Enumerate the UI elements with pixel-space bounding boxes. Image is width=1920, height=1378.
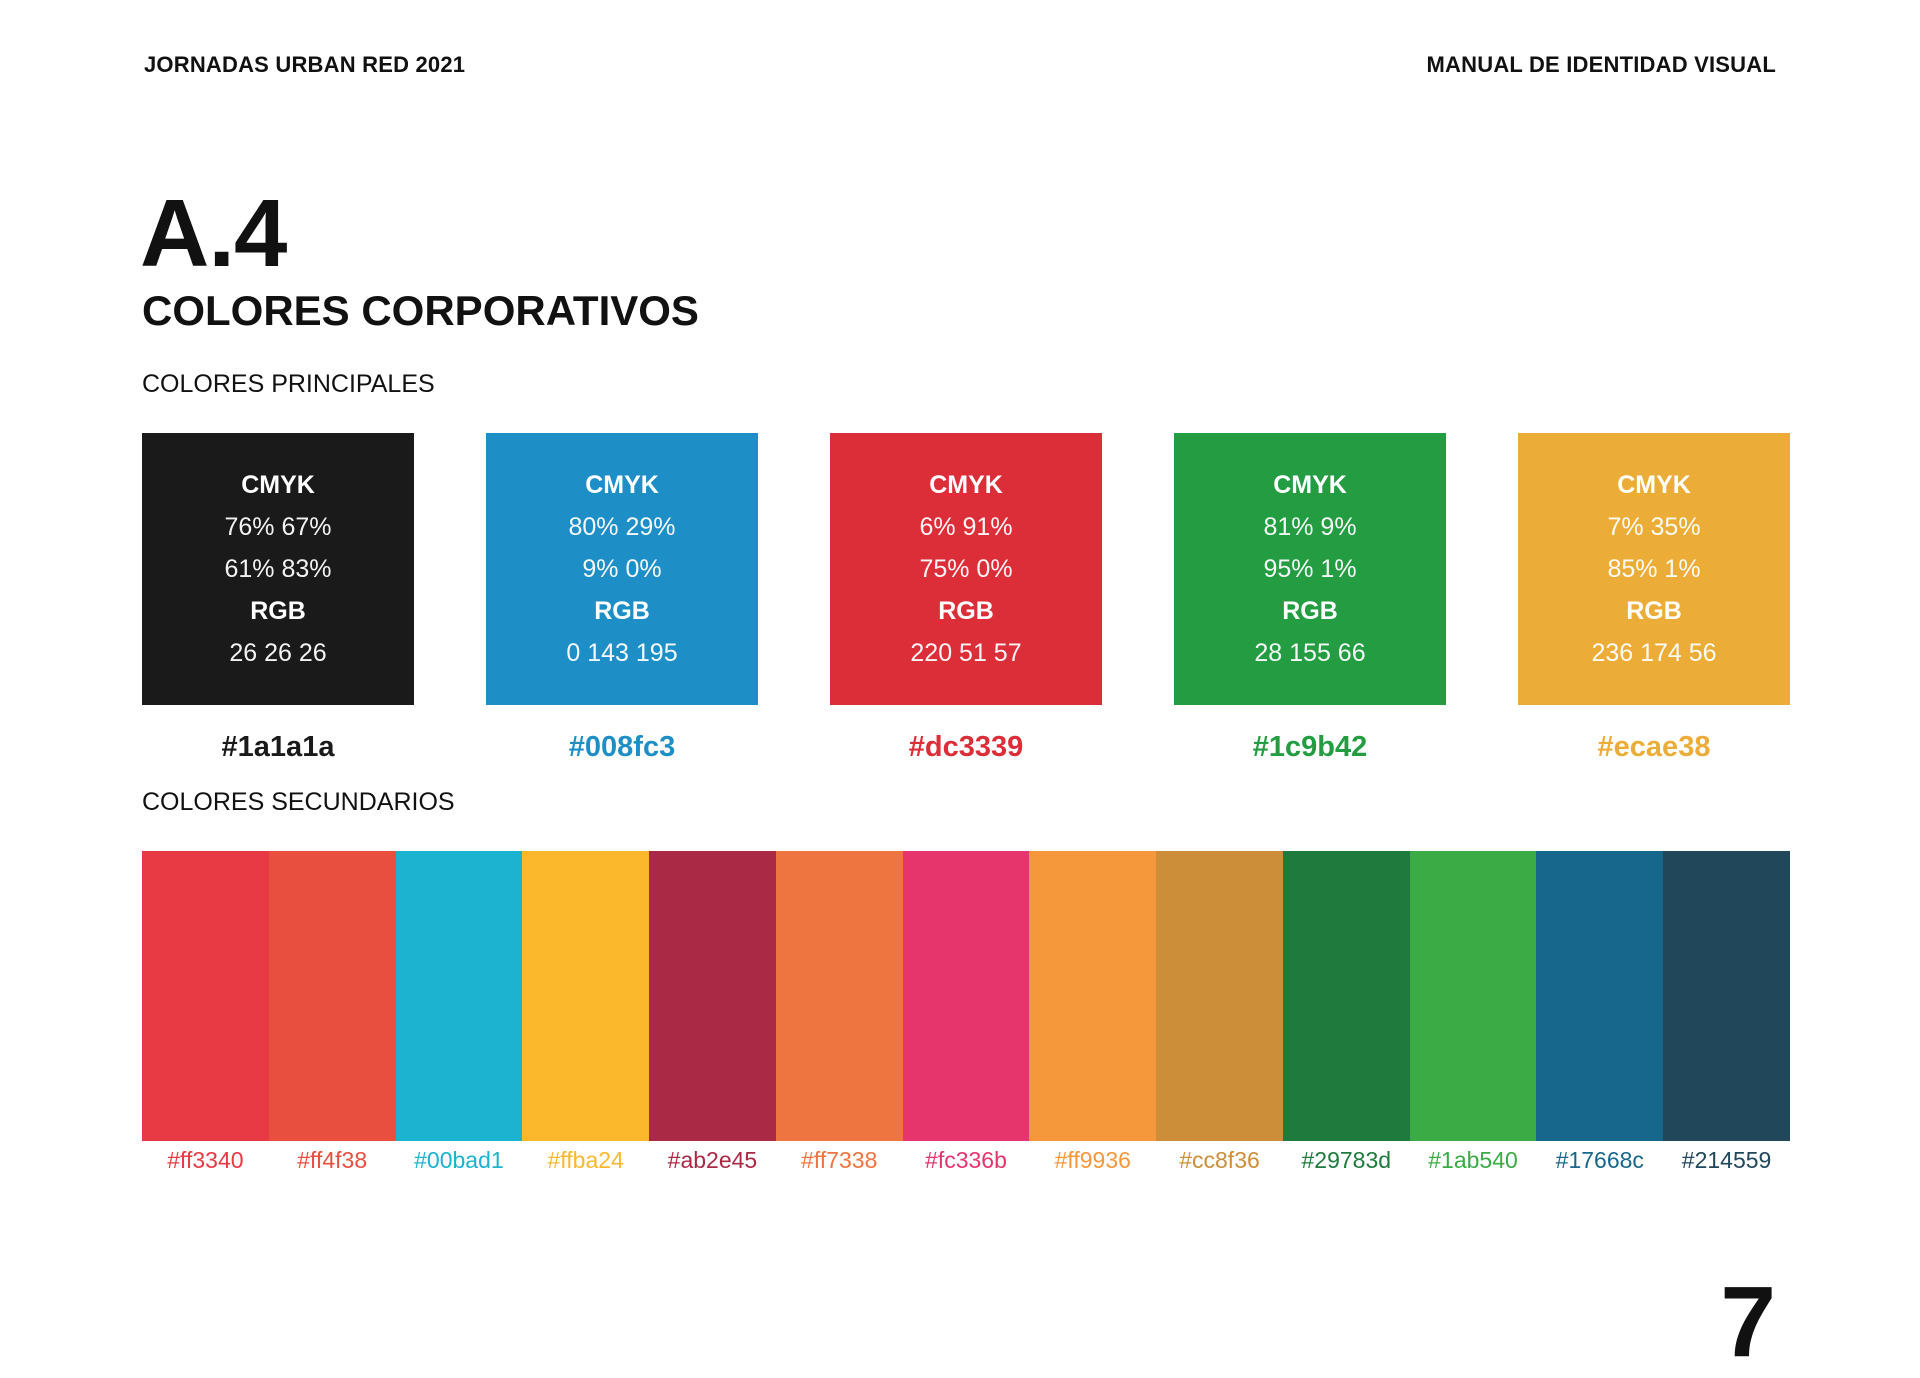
secondary-hex-code: #00bad1	[414, 1147, 504, 1173]
secondary-hex-code: #ff3340	[167, 1147, 244, 1173]
rgb-label: RGB	[1626, 597, 1682, 625]
cmyk-label: CMYK	[929, 471, 1003, 499]
primary-hex-code: #ecae38	[1597, 731, 1711, 763]
primary-colors-heading: COLORES PRINCIPALES	[142, 370, 435, 398]
secondary-swatch	[395, 851, 523, 1141]
cmyk-label: CMYK	[585, 471, 659, 499]
secondary-hex-code: #29783d	[1301, 1147, 1392, 1173]
secondary-hex-code: #1ab540	[1428, 1147, 1518, 1173]
secondary-colors-heading: COLORES SECUNDARIOS	[142, 788, 455, 816]
cmyk-value-line-1: 81% 9%	[1263, 513, 1357, 541]
rgb-label: RGB	[594, 597, 650, 625]
secondary-hex-code: #ff9936	[1054, 1147, 1131, 1173]
rgb-label: RGB	[1282, 597, 1338, 625]
cmyk-value-line-1: 76% 67%	[224, 513, 332, 541]
section-title: COLORES CORPORATIVOS	[142, 287, 699, 334]
secondary-hex-code: #214559	[1681, 1147, 1772, 1173]
cmyk-label: CMYK	[1617, 471, 1691, 499]
secondary-hex-code: #ffba24	[547, 1147, 624, 1173]
cmyk-label: CMYK	[241, 471, 315, 499]
primary-swatch-card: CMYK 80% 29% 9% 0% RGB 0 143 195 #008fc3	[486, 433, 758, 763]
cmyk-label: CMYK	[1273, 471, 1347, 499]
secondary-swatch	[649, 851, 776, 1141]
page-number: 7	[1720, 1266, 1776, 1378]
section-number: A.4	[140, 180, 287, 287]
rgb-value: 220 51 57	[910, 639, 1022, 667]
secondary-swatch	[1282, 851, 1410, 1141]
primary-swatch-card: CMYK 76% 67% 61% 83% RGB 26 26 26 #1a1a1…	[142, 433, 414, 763]
cmyk-value-line-2: 75% 0%	[919, 555, 1013, 583]
rgb-value: 0 143 195	[566, 639, 678, 667]
secondary-swatch	[775, 851, 903, 1141]
primary-swatch-card: CMYK 6% 91% 75% 0% RGB 220 51 57 #dc3339	[830, 433, 1102, 763]
secondary-swatch	[1409, 851, 1537, 1141]
cmyk-value-line-1: 6% 91%	[919, 513, 1013, 541]
secondary-swatch	[1156, 851, 1283, 1141]
rgb-label: RGB	[938, 597, 994, 625]
primary-swatch: CMYK 6% 91% 75% 0% RGB 220 51 57	[830, 433, 1102, 705]
primary-swatch-card: CMYK 81% 9% 95% 1% RGB 28 155 66 #1c9b42	[1174, 433, 1446, 763]
rgb-value: 28 155 66	[1254, 639, 1366, 667]
document-header-right: MANUAL DE IDENTIDAD VISUAL	[1426, 52, 1776, 77]
document-header-left: JORNADAS URBAN RED 2021	[144, 52, 466, 77]
primary-hex-code: #dc3339	[908, 731, 1024, 763]
secondary-hex-code: #fc336b	[925, 1147, 1007, 1173]
secondary-swatch	[142, 851, 269, 1141]
primary-swatch: CMYK 80% 29% 9% 0% RGB 0 143 195	[486, 433, 758, 705]
secondary-hex-labels: #ff3340 #ff4f38 #00bad1 #ffba24 #ab2e45 …	[142, 1147, 1790, 1174]
secondary-swatch-strip	[142, 851, 1790, 1141]
secondary-hex-code: #ff4f38	[297, 1147, 368, 1173]
secondary-swatch	[1663, 851, 1790, 1141]
primary-swatch-row: CMYK 76% 67% 61% 83% RGB 26 26 26 #1a1a1…	[142, 433, 1790, 763]
primary-hex-code: #1a1a1a	[221, 731, 335, 763]
secondary-swatch	[902, 851, 1030, 1141]
secondary-hex-code: #ff7338	[801, 1147, 878, 1173]
secondary-hex-code: #17668c	[1555, 1147, 1644, 1173]
rgb-value: 236 174 56	[1591, 639, 1717, 667]
primary-hex-code: #1c9b42	[1252, 731, 1368, 763]
rgb-value: 26 26 26	[229, 639, 327, 667]
primary-swatch: CMYK 76% 67% 61% 83% RGB 26 26 26	[142, 433, 414, 705]
primary-hex-code: #008fc3	[568, 731, 676, 763]
secondary-hex-code: #ab2e45	[667, 1147, 758, 1173]
primary-swatch: CMYK 81% 9% 95% 1% RGB 28 155 66	[1174, 433, 1446, 705]
secondary-swatch	[1029, 851, 1157, 1141]
secondary-swatch	[522, 851, 650, 1141]
primary-swatch-card: CMYK 7% 35% 85% 1% RGB 236 174 56 #ecae3…	[1518, 433, 1790, 763]
cmyk-value-line-1: 80% 29%	[568, 513, 676, 541]
cmyk-value-line-2: 9% 0%	[582, 555, 662, 583]
secondary-swatch	[268, 851, 396, 1141]
primary-swatch: CMYK 7% 35% 85% 1% RGB 236 174 56	[1518, 433, 1790, 705]
cmyk-value-line-2: 95% 1%	[1263, 555, 1357, 583]
secondary-swatch	[1536, 851, 1664, 1141]
cmyk-value-line-1: 7% 35%	[1607, 513, 1701, 541]
cmyk-value-line-2: 61% 83%	[224, 555, 332, 583]
rgb-label: RGB	[250, 597, 306, 625]
cmyk-value-line-2: 85% 1%	[1607, 555, 1701, 583]
secondary-hex-code: #cc8f36	[1179, 1147, 1260, 1173]
